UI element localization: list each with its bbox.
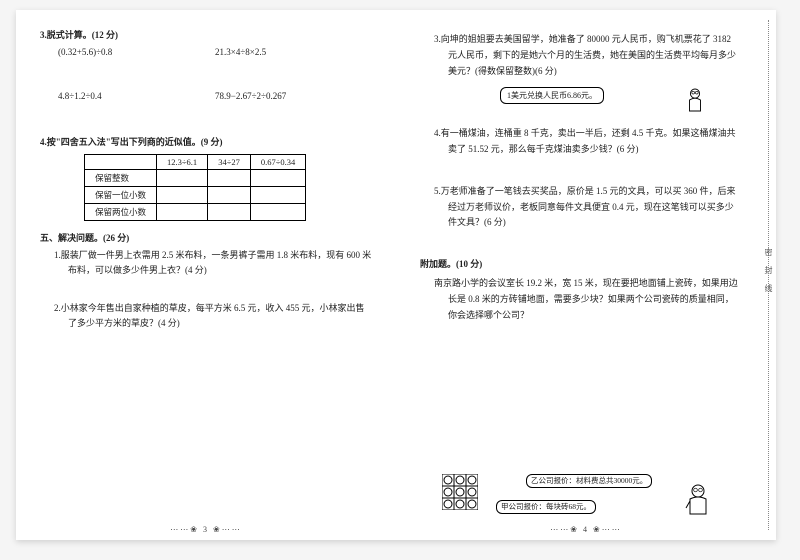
cell (250, 170, 305, 187)
th-empty (85, 155, 157, 170)
expr-2a: 4.8÷1.2÷0.4 (58, 91, 215, 101)
table-row: 保留两位小数 (85, 204, 306, 221)
teacher-icon-2 (684, 482, 712, 516)
table-row: 保留一位小数 (85, 187, 306, 204)
q3-row1: (0.32+5.6)÷0.8 21.3×4÷8×2.5 (58, 47, 372, 57)
expr-1b: 21.3×4÷8×2.5 (215, 47, 372, 57)
wp5: 5.万老师准备了一笔钱去买奖品，原价是 1.5 元的文具，可以买 360 件，后… (434, 184, 742, 231)
bonus-section: 附加题。(10 分) 南京路小学的会议室长 19.2 米，宽 15 米，现在要把… (420, 257, 742, 323)
wp4: 4.有一桶煤油，连桶重 8 千克，卖出一半后，还剩 4.5 千克。如果这桶煤油共… (434, 126, 742, 158)
quote-b: 乙公司报价：材料费总共30000元。 (526, 474, 652, 488)
row-2dp: 保留两位小数 (85, 204, 157, 221)
row-1dp: 保留一位小数 (85, 187, 157, 204)
page-right: 3.向坤的姐姐要去美国留学，她准备了 80000 元人民币，购飞机票花了 318… (396, 10, 776, 540)
table-row: 12.3÷6.1 34÷27 0.67÷0.34 (85, 155, 306, 170)
cell (157, 170, 208, 187)
expr-2b: 78.9−2.67÷2÷0.267 (215, 91, 372, 101)
q3-row2: 4.8÷1.2÷0.4 78.9−2.67÷2÷0.267 (58, 91, 372, 101)
quote-a: 甲公司报价：每块砖68元。 (496, 500, 596, 514)
wp3: 3.向坤的姐姐要去美国留学，她准备了 80000 元人民币，购飞机票花了 318… (434, 32, 742, 79)
wp1: 1.服装厂做一件男上衣需用 2.5 米布料，一条男裤子需用 1.8 米布料，现有… (54, 248, 372, 279)
page-number-right: ⋯⋯❀ 4 ❀⋯⋯ (396, 525, 776, 534)
speech-bubble-1: 1美元兑换人民币6.86元。 (500, 87, 604, 104)
cell (208, 187, 251, 204)
row-int: 保留整数 (85, 170, 157, 187)
expr-1a: (0.32+5.6)÷0.8 (58, 47, 215, 57)
th-c1: 12.3÷6.1 (157, 155, 208, 170)
cell (208, 204, 251, 221)
page-spread: 3.脱式计算。(12 分) (0.32+5.6)÷0.8 21.3×4÷8×2.… (16, 10, 776, 540)
wp2: 2.小林家今年售出自家种植的草皮，每平方米 6.5 元，收入 455 元，小林家… (54, 301, 372, 332)
th-c2: 34÷27 (208, 155, 251, 170)
section-5-head: 五、解决问题。(26 分) (40, 231, 372, 244)
q4-head: 4.按"四舍五入法"写出下列商的近似值。(9 分) (40, 135, 372, 148)
q3-head: 3.脱式计算。(12 分) (40, 28, 372, 41)
cell (157, 187, 208, 204)
q4-table: 12.3÷6.1 34÷27 0.67÷0.34 保留整数 保留一位小数 保留两… (84, 154, 306, 221)
cell (208, 170, 251, 187)
cell (250, 204, 305, 221)
page-left: 3.脱式计算。(12 分) (0.32+5.6)÷0.8 21.3×4÷8×2.… (16, 10, 396, 540)
table-row: 保留整数 (85, 170, 306, 187)
cell (250, 187, 305, 204)
teacher-icon (684, 87, 706, 113)
bubble-row: 1美元兑换人民币6.86元。 (420, 87, 742, 104)
cell (157, 204, 208, 221)
bonus-body: 南京路小学的会议室长 19.2 米，宽 15 米，现在要把地面铺上瓷砖，如果用边… (434, 276, 742, 323)
binding-label: 密封线 (764, 20, 774, 530)
page-number-left: ⋯⋯❀ 3 ❀⋯⋯ (16, 525, 396, 534)
th-c3: 0.67÷0.34 (250, 155, 305, 170)
tile-pattern-icon (442, 474, 478, 510)
bonus-head: 附加题。(10 分) (420, 257, 742, 270)
